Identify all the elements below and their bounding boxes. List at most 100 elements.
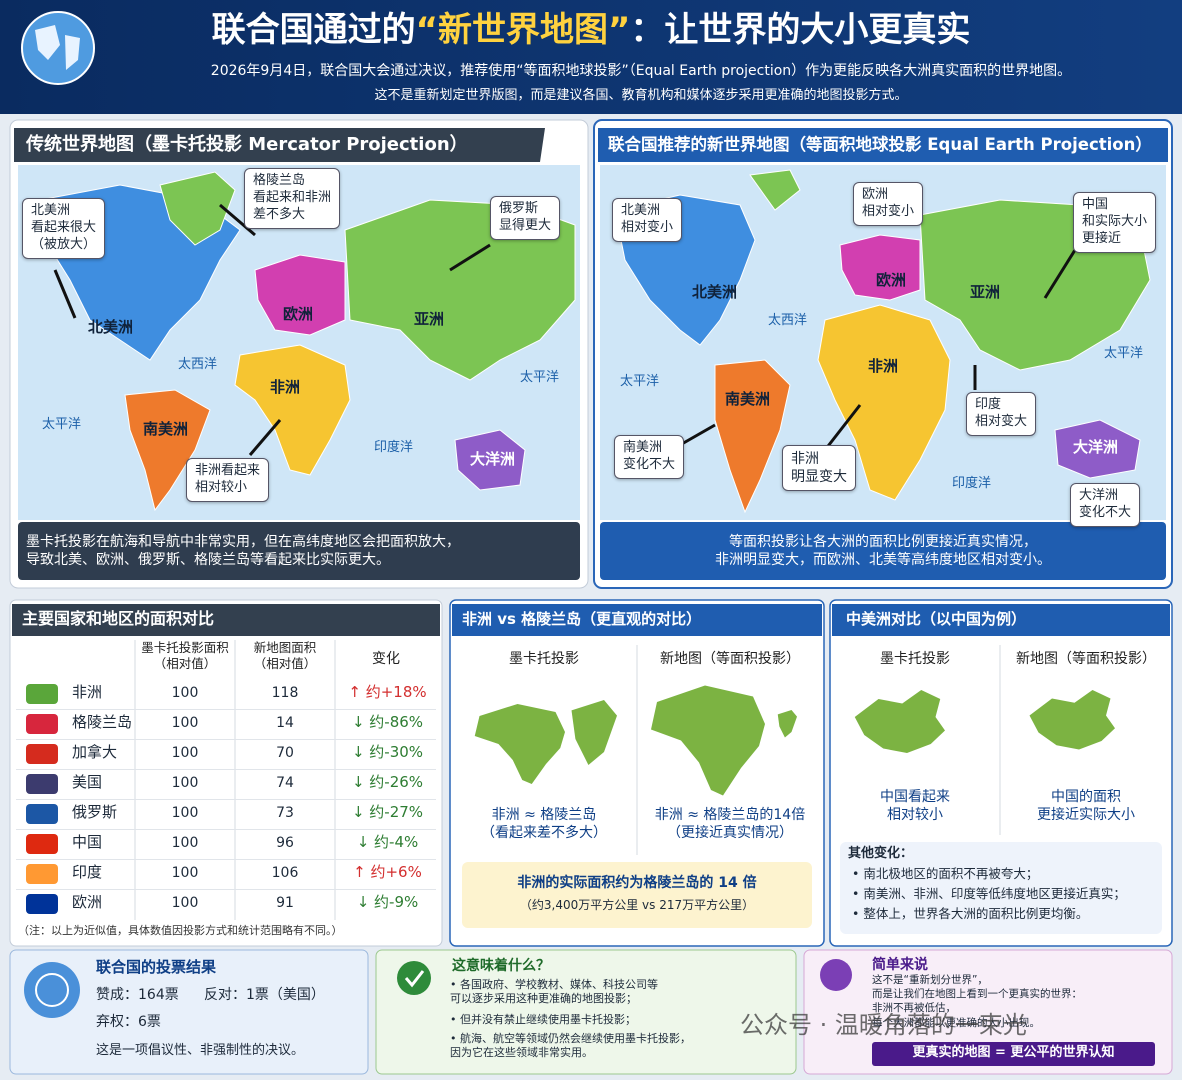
- callout: 欧洲 相对变小: [853, 182, 924, 226]
- callout: 中国 和实际大小 更接近: [1073, 192, 1157, 253]
- row-icon: [26, 714, 58, 734]
- column-header: 墨卡托投影: [880, 651, 950, 667]
- row-mercator: 100: [171, 775, 199, 791]
- vote-abstain: 弃权：6票: [96, 1014, 161, 1030]
- panel-title: 主要国家和地区的面积对比: [22, 609, 215, 628]
- bullet: • 南北极地区的面积不再被夸大；: [852, 866, 1039, 881]
- simply-title: 简单来说: [872, 957, 928, 973]
- row-new: 14: [276, 715, 294, 731]
- caption: 等面积投影让各大洲的面积比例更接近真实情况， 非洲明显变大，而欧洲、北美等高纬度…: [715, 534, 1051, 569]
- column-header: 新地图面积 （相对值）: [253, 640, 317, 672]
- region-label: 南美洲: [143, 420, 189, 438]
- caption: 非洲 ≈ 格陵兰岛的14倍 （更接近真实情况）: [654, 807, 806, 842]
- bullet-text: 南美洲、非洲、印度等低纬度地区更接近真实；: [863, 886, 1126, 901]
- row-name: 印度: [72, 863, 103, 881]
- title-highlight: “新世界地图”: [415, 10, 631, 50]
- bullet-text: 航海、航空等领域仍然会继续使用墨卡托投影， 因为它在这些领域非常实用。: [450, 1032, 691, 1060]
- row-mercator: 100: [171, 745, 199, 761]
- callout: 非洲看起来 相对较小: [186, 458, 270, 502]
- bullet-text: 各国政府、学校教材、媒体、科技公司等 可以逐步采用这种更准确的地图投影；: [450, 978, 658, 1006]
- subtitle: 这不是重新划定世界版图，而是建议各国、教育机构和媒体逐步采用更准确的地图投影方式…: [374, 88, 908, 103]
- row-divider: [16, 709, 436, 710]
- bullet-text: 但并没有禁止继续使用墨卡托投影；: [460, 1013, 636, 1026]
- row-new: 70: [276, 745, 294, 761]
- region-label: 非洲: [270, 378, 301, 396]
- vote-no: 反对：1票（美国）: [204, 987, 325, 1003]
- row-mercator: 100: [171, 895, 199, 911]
- row-divider: [16, 829, 436, 830]
- region-label: 欧洲: [283, 305, 314, 323]
- ocean-label: 印度洋: [952, 476, 992, 491]
- panel-title: 非洲 vs 格陵兰岛（更直观的对比）: [462, 610, 702, 628]
- row-icon: [26, 894, 58, 914]
- panel-title: 传统世界地图（墨卡托投影 Mercator Projection）: [26, 134, 468, 155]
- region-label: 亚洲: [414, 310, 445, 328]
- row-name: 加拿大: [72, 743, 118, 761]
- region-label: 北美洲: [88, 318, 134, 336]
- row-new: 91: [276, 895, 294, 911]
- row-icon: [26, 744, 58, 764]
- vote-title: 联合国的投票结果: [96, 958, 217, 976]
- row-name: 格陵兰岛: [72, 713, 133, 731]
- row-icon: [26, 804, 58, 824]
- bullet-text: 整体上，世界各大洲的面积比例更均衡。: [863, 906, 1089, 921]
- row-mercator: 100: [171, 865, 199, 881]
- row-change: ↓ 约-30%: [351, 743, 424, 761]
- row-mercator: 100: [171, 805, 199, 821]
- caption: 非洲 ≈ 格陵兰岛 （看起来差不多大）: [481, 807, 607, 842]
- bullet: • 整体上，世界各大洲的面积比例更均衡。: [852, 906, 1089, 921]
- row-divider: [16, 769, 436, 770]
- row-mercator: 100: [171, 835, 199, 851]
- simply-banner: 更真实的地图 = 更公平的世界认知: [912, 1045, 1115, 1060]
- bullet: • 各国政府、学校教材、媒体、科技公司等 可以逐步采用这种更准确的地图投影；: [450, 978, 658, 1006]
- row-change: ↓ 约-4%: [356, 833, 419, 851]
- fact: 非洲的实际面积约为格陵兰岛的 14 倍: [517, 875, 757, 891]
- ocean-label: 太平洋: [1104, 346, 1144, 361]
- fact-detail: （约3,400万平方公里 vs 217万平方公里）: [519, 898, 755, 912]
- region-label: 亚洲: [970, 283, 1001, 301]
- row-new: 74: [276, 775, 294, 791]
- callout: 大洋洲 变化不大: [1070, 483, 1141, 527]
- panel-title: 中美洲对比（以中国为例）: [846, 610, 1027, 628]
- title-pre: 联合国通过的: [211, 10, 416, 50]
- callout: 北美洲 相对变小: [612, 198, 683, 242]
- ocean-label: 太平洋: [620, 374, 660, 389]
- bullet-text: 南北极地区的面积不再被夸大；: [863, 866, 1039, 881]
- caption: 墨卡托投影在航海和导航中非常实用，但在高纬度地区会把面积放大， 导致北美、欧洲、…: [26, 534, 460, 569]
- panel-title: 联合国推荐的新世界地图（等面积地球投影 Equal Earth Projecti…: [608, 135, 1152, 154]
- region-label: 大洋洲: [1073, 438, 1119, 456]
- callout: 南美洲 变化不大: [614, 435, 685, 479]
- callout: 印度 相对变大: [966, 392, 1037, 436]
- row-name: 中国: [72, 833, 103, 851]
- column-header: 新地图（等面积投影）: [660, 651, 800, 667]
- row-new: 118: [271, 685, 299, 701]
- caption: 中国的面积 更接近实际大小: [1037, 789, 1135, 824]
- row-new: 73: [276, 805, 294, 821]
- caption: 中国看起来 相对较小: [880, 789, 950, 824]
- row-divider: [16, 889, 436, 890]
- column-header: 变化: [372, 651, 400, 667]
- vote-yes: 赞成：164票: [96, 987, 179, 1003]
- row-name: 俄罗斯: [72, 803, 118, 821]
- row-change: ↑ 约+18%: [348, 683, 427, 701]
- vote-note: 这是一项倡议性、非强制性的决议。: [96, 1043, 305, 1058]
- ocean-label: 太平洋: [520, 370, 560, 385]
- row-icon: [26, 864, 58, 884]
- region-label: 北美洲: [692, 283, 738, 301]
- callout: 俄罗斯 显得更大: [490, 196, 561, 240]
- callout: 非洲 明显变大: [782, 445, 856, 492]
- ocean-label: 太西洋: [768, 313, 808, 328]
- title: 联合国通过的“新世界地图”：让世界的大小更真实: [0, 8, 1182, 52]
- watermark: 公众号 · 温暖角落的一束光: [740, 1011, 1027, 1039]
- row-name: 非洲: [72, 683, 103, 701]
- subtitle: 2026年9月4日，联合国大会通过决议，推荐使用“等面积地球投影”（Equal …: [210, 63, 1072, 79]
- other-title: 其他变化：: [848, 846, 914, 861]
- bullet: • 但并没有禁止继续使用墨卡托投影；: [450, 1013, 636, 1026]
- row-mercator: 100: [171, 715, 199, 731]
- row-icon: [26, 774, 58, 794]
- callout: 格陵兰岛 看起来和非洲 差不多大: [244, 168, 341, 229]
- column-header: 新地图（等面积投影）: [1016, 651, 1156, 667]
- row-mercator: 100: [171, 685, 199, 701]
- region-label: 南美洲: [725, 390, 771, 408]
